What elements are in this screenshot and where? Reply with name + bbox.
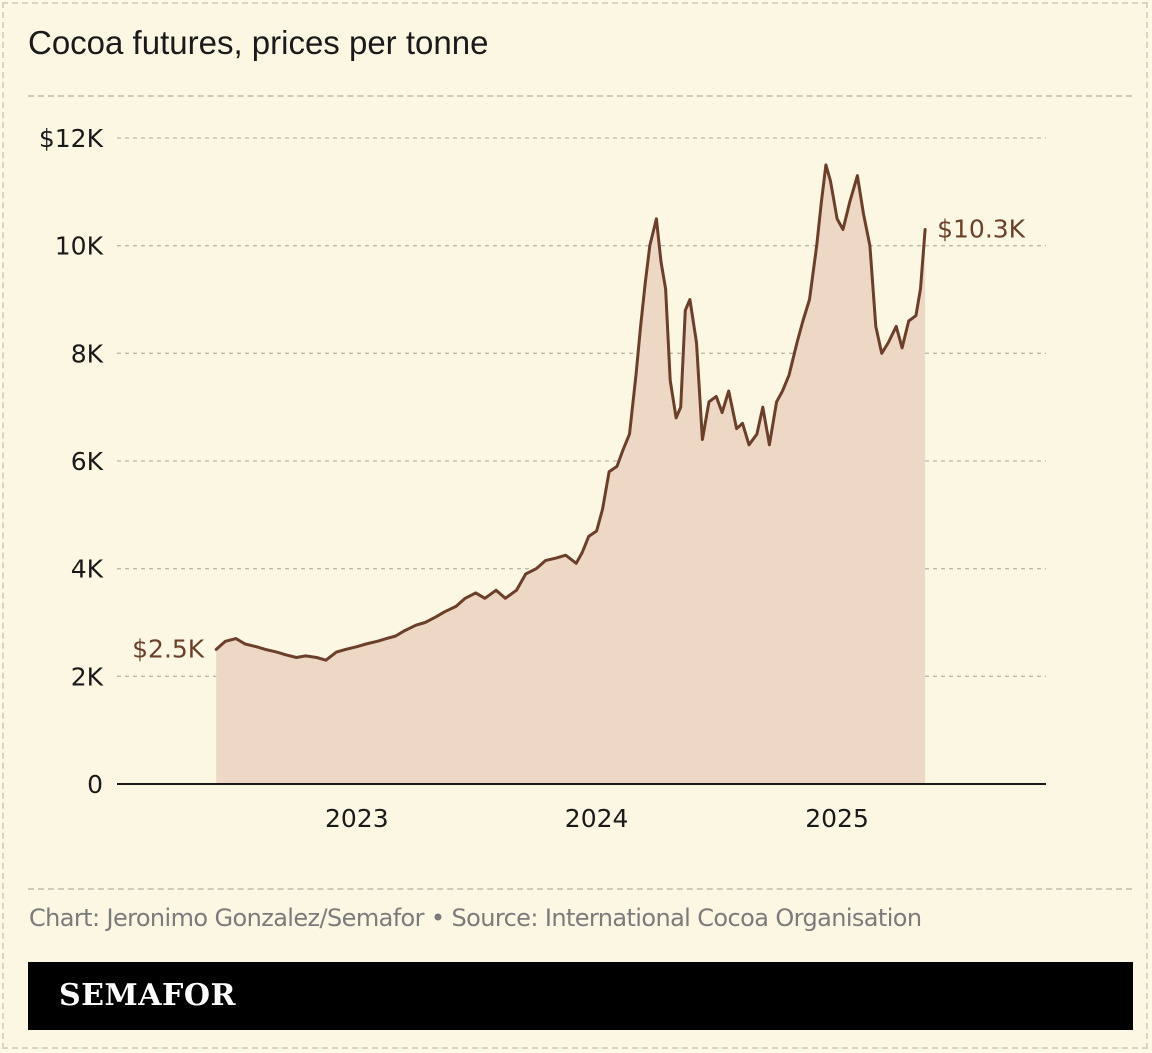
x-tick-label: 2024 [565,804,629,833]
semafor-logo: SEMAFOR [59,978,236,1013]
start-value-label: $2.5K [132,634,205,663]
chart-credit: Chart: Jeronimo Gonzalez/Semafor • Sourc… [29,904,922,932]
series-line [214,163,927,662]
end-value-label: $10.3K [937,215,1026,244]
x-tick-label: 2025 [805,804,869,833]
top-divider [28,95,1132,97]
axes: 0 2K 4K 6K 8K 10K $12K 2023 2024 2025 [39,124,1046,833]
y-tick-label: 2K [71,662,104,691]
y-tick-label: 6K [71,447,104,476]
y-tick-label: 4K [71,555,104,584]
price-chart: 0 2K 4K 6K 8K 10K $12K 2023 2024 2025 $2.5K $10.3K [39,124,1046,833]
y-tick-label: 8K [71,339,104,368]
bottom-divider [28,888,1132,890]
annotations: $2.5K $10.3K [132,215,1026,664]
x-tick-label: 2023 [325,804,389,833]
y-tick-label: 10K [55,232,104,261]
brand-footer: SEMAFOR [28,962,1133,1030]
series-area [216,164,926,784]
y-tick-label: $12K [39,124,104,153]
chart-title: Cocoa futures, prices per tonne [28,24,489,61]
y-tick-label: 0 [87,770,103,799]
plot-area [214,163,927,784]
